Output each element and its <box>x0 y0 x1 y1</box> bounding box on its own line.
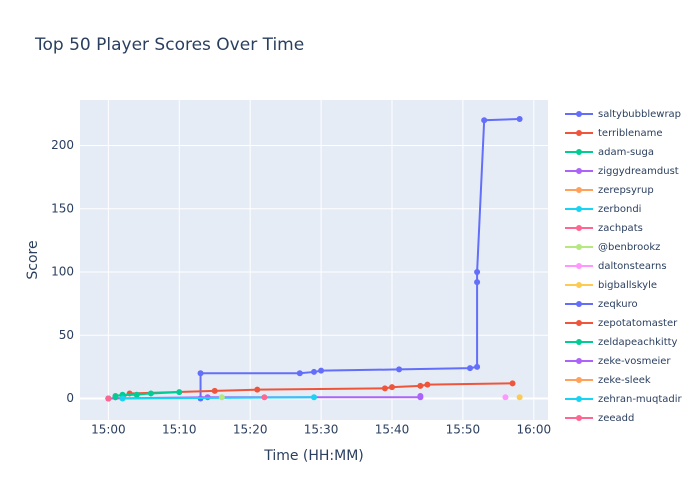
data-point <box>318 367 325 374</box>
data-point <box>389 384 395 391</box>
data-point <box>474 363 481 370</box>
data-point <box>417 382 424 389</box>
legend-swatch <box>576 396 582 402</box>
series-line <box>122 396 315 400</box>
legend-label: zachpats <box>598 223 643 234</box>
legend-swatch <box>576 339 582 345</box>
data-point <box>424 381 431 388</box>
legend-label: zerbondi <box>598 204 641 215</box>
legend-swatch <box>576 111 582 117</box>
data-point <box>474 279 481 286</box>
data-point <box>147 390 154 397</box>
legend-label: adam-suga <box>598 147 654 158</box>
data-point <box>254 386 261 393</box>
x-tick-label: 15:50 <box>446 423 481 437</box>
x-tick-label: 16:00 <box>517 423 552 437</box>
data-point <box>509 380 516 387</box>
data-point <box>105 395 112 402</box>
legend-label: zepotatomaster <box>598 318 678 329</box>
data-point <box>467 365 473 372</box>
data-point <box>176 389 183 396</box>
legend-swatch <box>576 415 582 421</box>
data-point <box>296 370 303 377</box>
data-point <box>261 394 268 401</box>
data-point <box>218 394 225 401</box>
x-tick-label: 15:40 <box>375 423 410 437</box>
legend-swatch <box>576 244 582 250</box>
legend-swatch <box>576 320 582 326</box>
data-point <box>211 387 218 394</box>
legend-label: zeqkuro <box>598 299 638 310</box>
data-point <box>197 370 204 377</box>
legend-swatch <box>576 263 582 269</box>
data-point <box>481 117 488 124</box>
x-axis-title: Time (HH:MM) <box>263 448 364 464</box>
x-tick-label: 15:20 <box>233 423 268 437</box>
data-point <box>119 395 126 402</box>
data-point <box>516 394 523 401</box>
y-axis-title: Score <box>25 240 41 279</box>
legend-label: daltonstearns <box>598 261 667 272</box>
y-tick-label: 150 <box>51 201 74 215</box>
x-tick-label: 15:10 <box>162 423 197 437</box>
data-point <box>417 392 424 399</box>
legend-swatch <box>576 168 582 174</box>
series-line <box>199 117 520 399</box>
y-tick-label: 200 <box>51 138 74 152</box>
legend-swatch <box>576 149 582 155</box>
data-point <box>112 394 119 401</box>
legend-label: zeke-vosmeier <box>598 356 671 367</box>
legend-label: zerepsyrup <box>598 185 654 196</box>
data-point <box>516 115 523 122</box>
x-tick-label: 15:30 <box>304 423 339 437</box>
legend-swatch <box>576 377 582 383</box>
legend-label: zeldapeachkitty <box>598 337 678 348</box>
legend-label: @benbrookz <box>598 242 660 253</box>
legend-swatch <box>576 187 582 193</box>
legend-swatch <box>576 358 582 364</box>
data-point <box>474 269 481 276</box>
legend-label: bigballskyle <box>598 280 657 291</box>
data-point <box>133 391 140 398</box>
data-point <box>502 394 509 401</box>
legend-label: zeke-sleek <box>598 375 651 386</box>
legend-label: zeeadd <box>598 413 634 424</box>
legend-label: zehran-muqtadir <box>598 394 683 405</box>
legend-swatch <box>576 225 582 231</box>
legend-swatch <box>576 301 582 307</box>
data-point <box>311 368 317 375</box>
legend-swatch <box>576 282 582 288</box>
legend-swatch <box>576 130 582 136</box>
chart-title: Top 50 Player Scores Over Time <box>34 35 304 55</box>
legend-label: ziggydreamdust <box>598 166 679 177</box>
legend-label: terriblename <box>598 128 663 139</box>
y-tick-label: 0 <box>66 391 74 405</box>
data-point <box>381 385 388 392</box>
y-tick-label: 50 <box>59 328 74 342</box>
data-point <box>396 366 403 373</box>
legend-label: saltybubblewrap <box>598 109 681 120</box>
y-tick-label: 100 <box>51 265 74 279</box>
x-tick-label: 15:00 <box>91 423 126 437</box>
data-point <box>311 394 317 401</box>
legend-swatch <box>576 206 582 212</box>
